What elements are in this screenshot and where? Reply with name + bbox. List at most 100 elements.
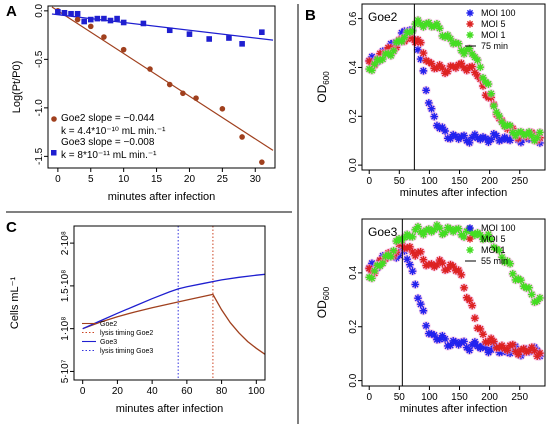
panel-b-top-moi-5-point: [449, 62, 457, 71]
panel-b-top-moi-1-point: [438, 32, 447, 40]
panel-b-top-moi-1-point: [419, 23, 428, 31]
panel-b-top-moi-1-point: [536, 128, 544, 137]
panel-b-bottom-moi-100-point: [449, 337, 457, 345]
panel-b-bottom-moi-1-point: [411, 226, 420, 234]
panel-b-top-frame: [361, 3, 546, 171]
panel-c-x-tick-label: 100: [248, 386, 265, 397]
panel-b-top-moi-100-point: [427, 104, 436, 113]
panel-b-bottom-moi-100-point: [430, 331, 439, 339]
panel-b-top-moi-100-point: [422, 86, 430, 95]
panel-c-y-tick-label: 5·10⁷: [60, 359, 71, 383]
panel-b-top-x-tick-label: 50: [394, 176, 406, 187]
panel-b-bottom-legend-label: MOI 1: [481, 245, 506, 255]
panel-b-bottom-moi-5-point: [500, 344, 509, 353]
panel-c-y-tick-label: 2·10⁸: [60, 231, 71, 255]
panel-b-top-moi-5-point: [479, 82, 487, 90]
panel-c-lines: [82, 226, 266, 380]
panel-a-goe3-point: [206, 36, 213, 42]
panel-b-bottom-moi-5-point: [468, 301, 476, 310]
panel-b-top-moi-100-point: [503, 135, 512, 144]
panel-b-top-moi-1-point: [498, 118, 506, 126]
panel-b-top-moi-1-point: [490, 102, 498, 110]
panel-b-top-moi-5-point: [454, 60, 463, 69]
panel-b-top-moi-1-point: [411, 20, 420, 28]
panel-b-top-moi-1-point: [506, 121, 514, 130]
panel-a-goe3-point: [68, 10, 74, 17]
panel-b-top-legend-label: 75 min: [481, 41, 508, 51]
panel-b-bottom-moi-1-point: [425, 225, 433, 233]
panel-b-bottom-moi-100-point: [435, 335, 444, 344]
panel-b-bottom-moi-1-point: [508, 270, 517, 278]
panel-b-bottom-moi-5-point: [460, 284, 468, 292]
panel-c-goe2-line: [82, 293, 266, 355]
panel-c-ticks: 0 20 40 60 80 100 5·10⁷ 1·10⁸ 1.5·10⁸ 2·10⁸: [60, 231, 265, 397]
panel-b-top-moi-100-point: [481, 134, 490, 143]
panel-c-y-tick-label: 1.5·10⁸: [60, 270, 71, 303]
panel-b-top-moi-1-point: [514, 128, 523, 137]
panel-b-bottom-moi-5-point: [427, 260, 436, 268]
panel-c-x-tick-label: 20: [112, 386, 124, 397]
panel-a-y-tick-label: -1.5: [34, 147, 45, 165]
panel-b-top-moi-1-point: [389, 47, 398, 55]
panel-b-top-moi-5-point: [416, 38, 425, 47]
panel-b-bottom-y-label: OD600: [315, 286, 331, 318]
panel-b-top-moi-1-point: [500, 122, 509, 131]
panel-c-frame: [73, 225, 266, 381]
panel-b-bottom-moi-1-point: [381, 252, 390, 261]
panel-b-bottom-legend-label: MOI 100: [481, 223, 516, 233]
panel-b-bottom-moi-5-point: [435, 256, 444, 264]
panel-b-top-moi-100-point: [446, 134, 455, 143]
panel-b-bottom-moi-5-point: [533, 352, 541, 361]
panel-b-bottom-moi-1-point: [492, 245, 501, 253]
panel-b-bottom-moi-1-point: [527, 290, 536, 299]
panel-b-bottom-moi-100-point: [462, 343, 471, 352]
panel-b-bottom-moi-5-point: [484, 338, 493, 347]
panel-a-goe3-point: [186, 31, 193, 37]
panel-b-top-moi-5-point: [433, 64, 441, 72]
panel-b-bottom-moi-5-point: [365, 264, 374, 273]
panel-b-bottom-moi-1-point: [389, 246, 398, 255]
panel-b-top-moi-100-point: [473, 134, 482, 142]
panel-b-bottom-moi-5-point: [454, 266, 463, 275]
panel-b-top-chart: 0 50 100 150 200 250 0.0 0.2 0.4 0.6 Goe2 minutes…: [315, 3, 546, 199]
panel-a-goe2-k-text: k = 4.4*10⁻¹⁰ mL min.⁻¹: [61, 126, 166, 137]
panel-b-bottom-moi-1-point: [476, 231, 485, 239]
panel-a-y-tick-label: -1.0: [34, 99, 45, 117]
panel-b-bottom-moi-5-point: [449, 262, 457, 270]
panel-b-bottom-moi-1-point: [500, 258, 509, 266]
panel-b-top-moi-1-point: [511, 132, 520, 140]
panel-a-goe3-point: [226, 35, 232, 41]
panel-b-bottom-title: Goe3: [368, 225, 398, 239]
panel-b-bottom-moi-1-point: [435, 224, 444, 232]
panel-c-x-tick-label: 0: [80, 386, 86, 397]
panel-a-x-tick-label: 10: [118, 174, 130, 185]
panel-a-goe3-point: [259, 29, 265, 35]
panel-b-top-markers: [364, 15, 545, 148]
panel-b-bottom-moi-100-point: [481, 344, 490, 352]
panel-b-top-moi-5-point: [462, 66, 471, 75]
panel-b-top-moi-1-point: [408, 27, 417, 35]
panel-b-bottom-legend-label: 55 min: [481, 256, 508, 266]
panel-a-x-tick-label: 15: [151, 174, 163, 185]
panel-b-bottom-moi-5-point: [438, 259, 447, 267]
panel-b-top-moi-1-point: [471, 53, 479, 61]
panel-b-top-moi-1-point: [416, 20, 425, 28]
panel-b-top-moi-1-point: [525, 128, 533, 136]
panel-a-goe2-slope-text: Goe2 slope = −0.044: [61, 113, 155, 124]
panel-c-x-label: minutes after infection: [116, 403, 224, 415]
panel-b-top-legend-label: MOI 100: [481, 8, 516, 18]
panel-a-goe2-point: [166, 81, 173, 88]
panel-b-top-moi-100-point: [465, 139, 474, 147]
panel-b-top-moi-100-point: [484, 138, 493, 146]
panel-b-bottom-moi-5-point: [471, 314, 479, 322]
panel-b-top-moi-1-point: [387, 51, 395, 60]
panel-b-top-moi-100-point: [438, 123, 447, 131]
panel-b-top-moi-1-point: [435, 24, 444, 33]
panel-b-bottom-moi-1-point: [414, 222, 422, 231]
panel-b-bottom-legend-label: MOI 5: [481, 234, 506, 244]
panel-b-bottom-moi-1-point: [479, 235, 487, 244]
panel-b-bottom-moi-5-point: [511, 347, 520, 356]
panel-b-top-moi-100-point: [460, 131, 468, 140]
panel-b-bottom-x-tick-label: 100: [421, 392, 438, 403]
